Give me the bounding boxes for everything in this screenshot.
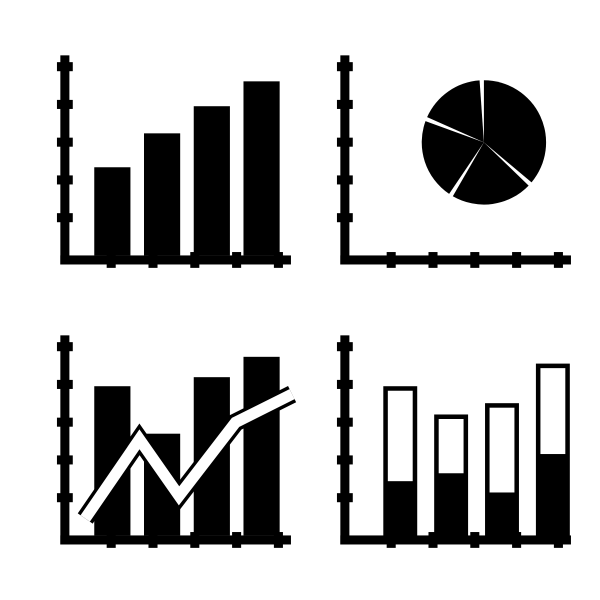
icon-bar-line-chart [40,315,300,575]
icon-stacked-bar-chart [320,315,580,575]
icon-pie-chart [320,35,580,295]
chart-icons-grid [0,0,600,600]
icon-bar-chart [40,35,300,295]
